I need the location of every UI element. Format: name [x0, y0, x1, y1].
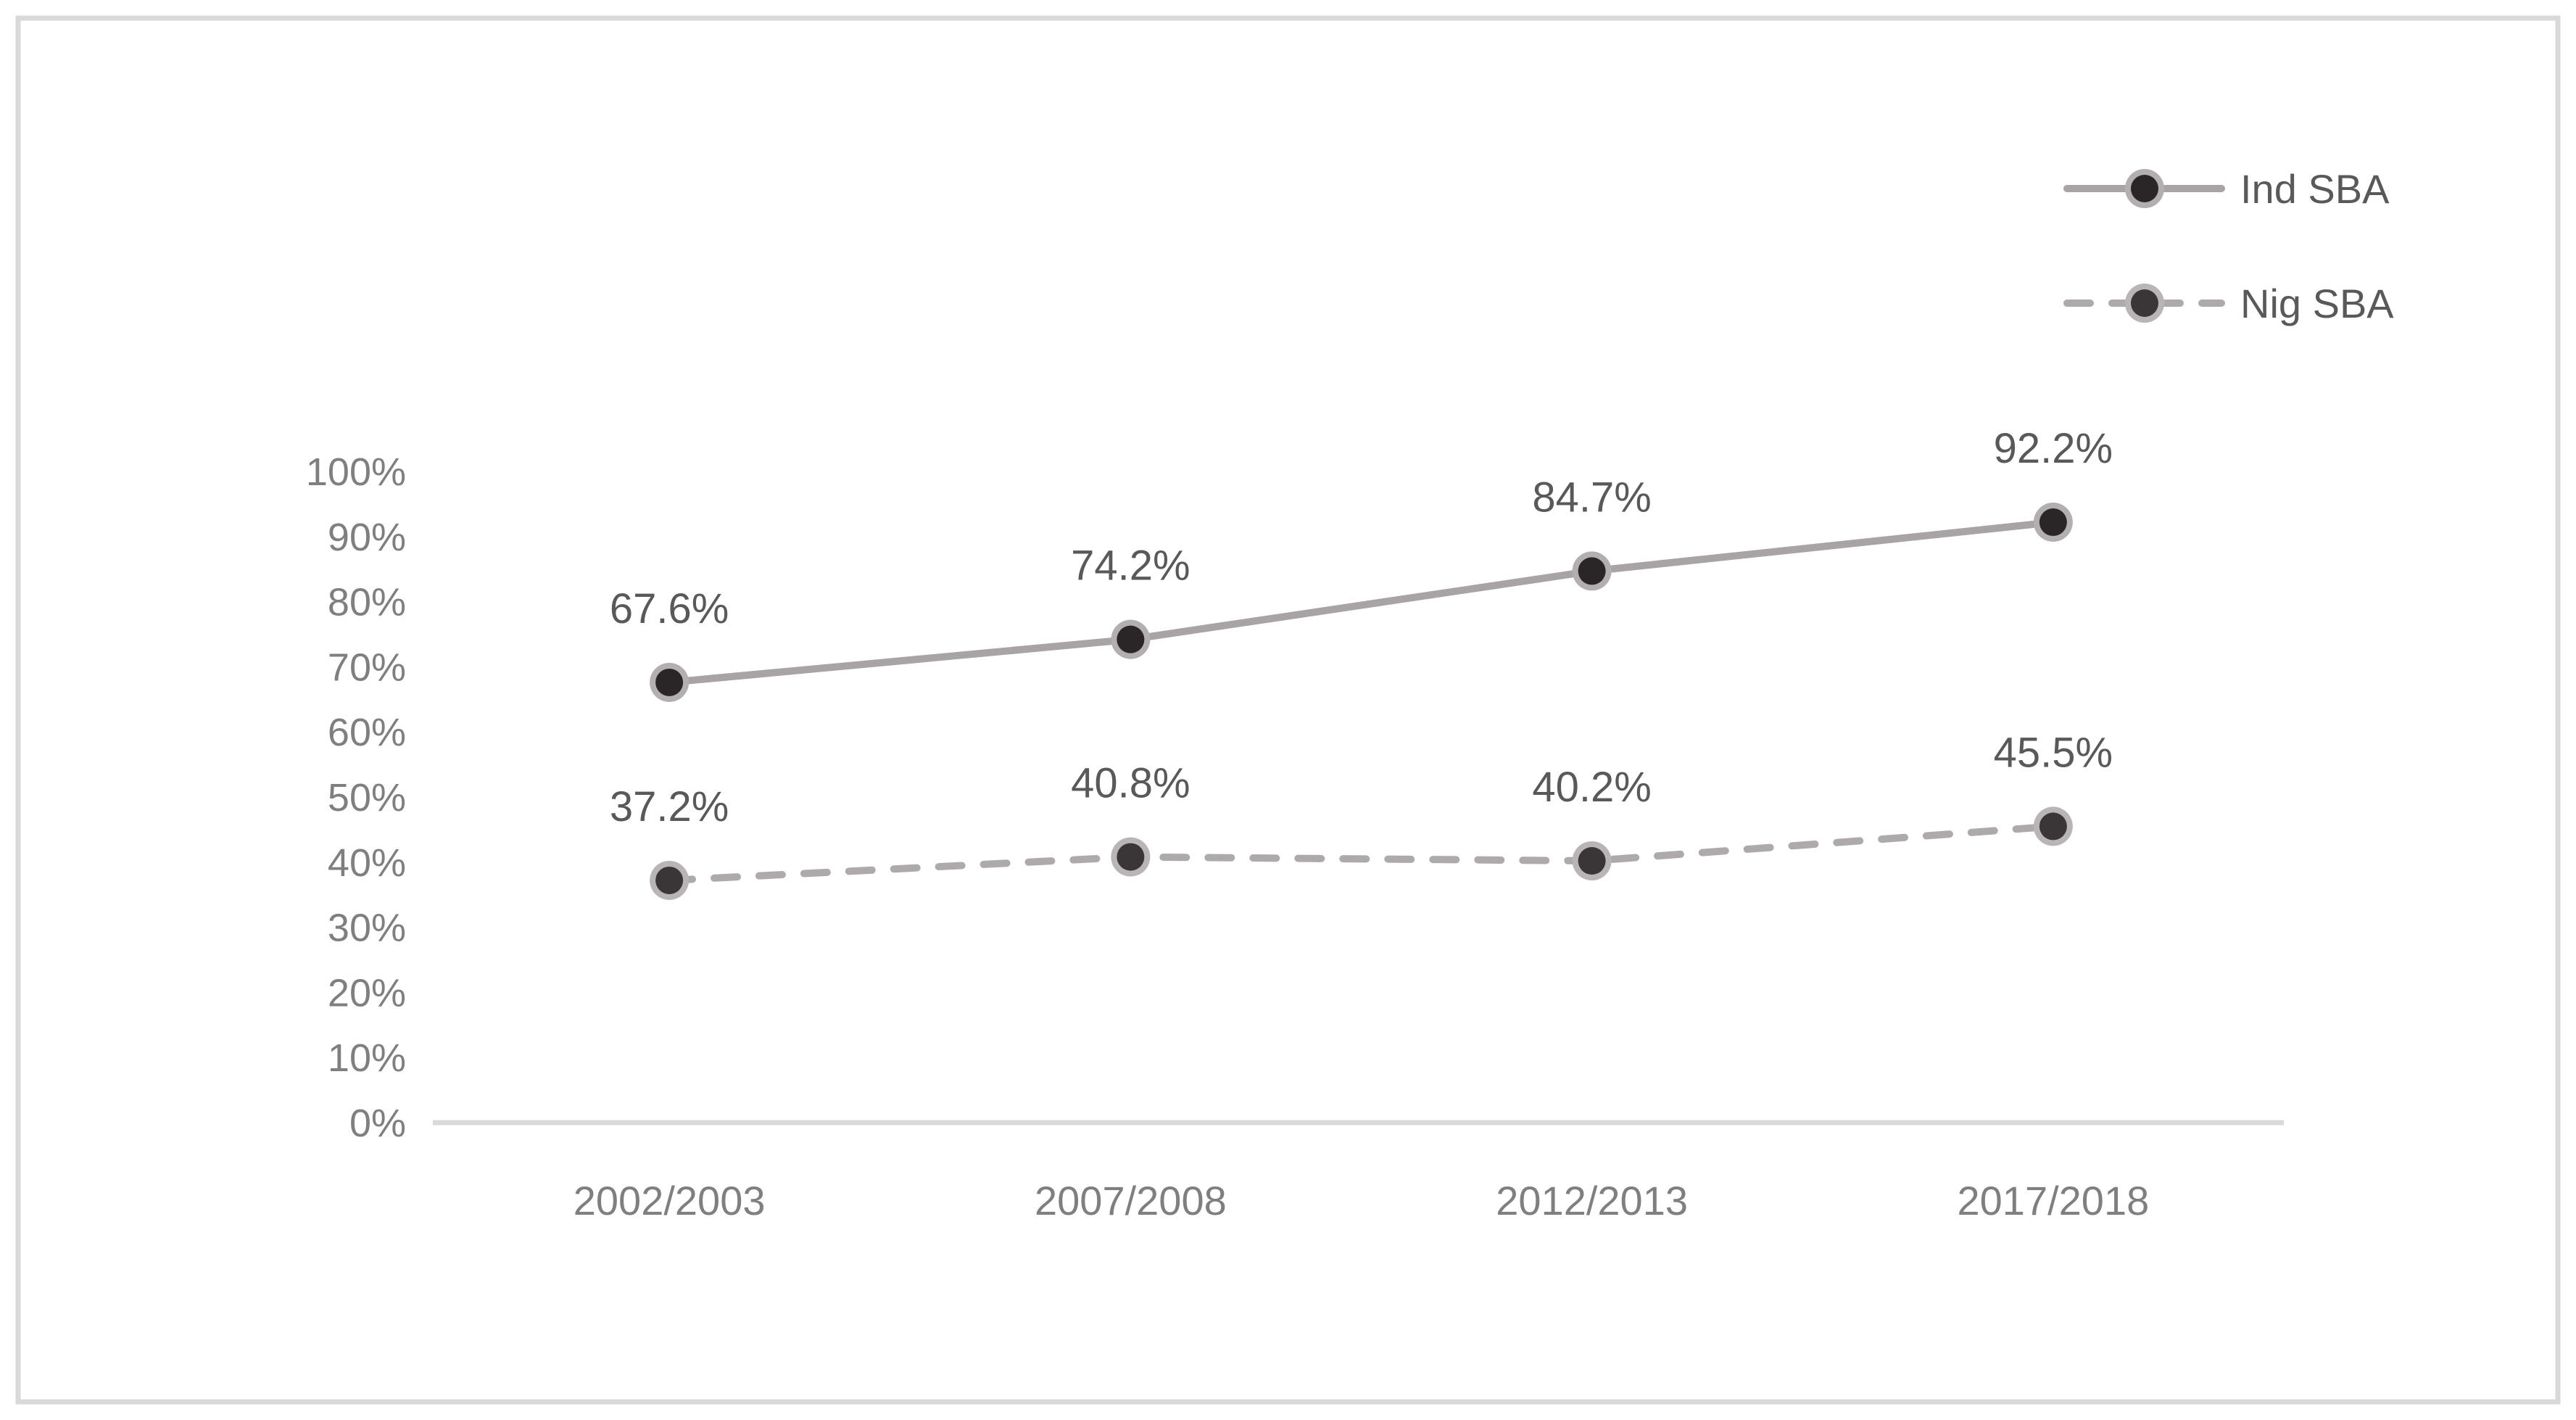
- data-point-marker: [655, 668, 684, 696]
- y-axis-label: 60%: [328, 711, 406, 754]
- data-label: 84.7%: [1532, 474, 1651, 521]
- data-label: 37.2%: [610, 783, 729, 830]
- data-point-marker: [655, 866, 684, 894]
- legend-label: Nig SBA: [2240, 281, 2394, 326]
- y-axis: 0% 10% 20% 30% 40% 50% 60% 70% 80% 90% 100%: [306, 450, 406, 1145]
- data-point-marker: [2039, 812, 2067, 841]
- y-axis-label: 20%: [328, 971, 406, 1015]
- y-axis-label: 100%: [306, 450, 406, 494]
- plot-series: [650, 503, 2073, 900]
- data-label: 74.2%: [1071, 542, 1190, 590]
- legend-item-ind-sba: Ind SBA: [2063, 166, 2390, 212]
- y-axis-label: 80%: [328, 581, 406, 624]
- y-axis-label: 70%: [328, 645, 406, 689]
- y-axis-label: 30%: [328, 907, 406, 950]
- data-point-marker: [1117, 843, 1145, 871]
- legend-item-nig-sba: Nig SBA: [2063, 281, 2394, 326]
- data-point-marker: [1117, 625, 1145, 653]
- data-label: 40.2%: [1532, 764, 1651, 811]
- x-axis-label: 2012/2013: [1496, 1178, 1688, 1223]
- series-ind-sba: [650, 503, 2073, 702]
- data-point-marker: [2131, 175, 2158, 202]
- chart-legend: Ind SBA Nig SBA: [2063, 166, 2394, 326]
- chart-border: [15, 15, 2561, 1405]
- y-axis-label: 90%: [328, 516, 406, 559]
- x-axis: 2002/2003 2007/2008 2012/2013 2017/2018: [433, 1120, 2284, 1223]
- data-label: 67.6%: [610, 585, 729, 632]
- data-label: 45.5%: [1994, 729, 2113, 776]
- data-point-marker: [1578, 847, 1606, 875]
- data-label: 40.8%: [1071, 760, 1190, 807]
- data-point-marker: [1578, 557, 1606, 585]
- series-nig-sba: [650, 806, 2073, 900]
- y-axis-label: 40%: [328, 841, 406, 885]
- series-line: [666, 822, 2057, 884]
- x-axis-label: 2007/2008: [1035, 1178, 1227, 1223]
- x-axis-label: 2002/2003: [573, 1178, 766, 1223]
- legend-label: Ind SBA: [2240, 166, 2390, 212]
- x-axis-label: 2017/2018: [1958, 1178, 2150, 1223]
- y-axis-label: 50%: [328, 776, 406, 820]
- data-labels: 67.6% 74.2% 84.7% 92.2% 37.2% 40.8% 40.2% 45.5%: [610, 425, 2113, 830]
- data-point-marker: [2131, 289, 2158, 317]
- y-axis-label: 0%: [349, 1102, 406, 1145]
- y-axis-label: 10%: [328, 1036, 406, 1080]
- data-point-marker: [2039, 508, 2067, 537]
- data-label: 92.2%: [1994, 425, 2113, 472]
- series-line: [666, 519, 2057, 686]
